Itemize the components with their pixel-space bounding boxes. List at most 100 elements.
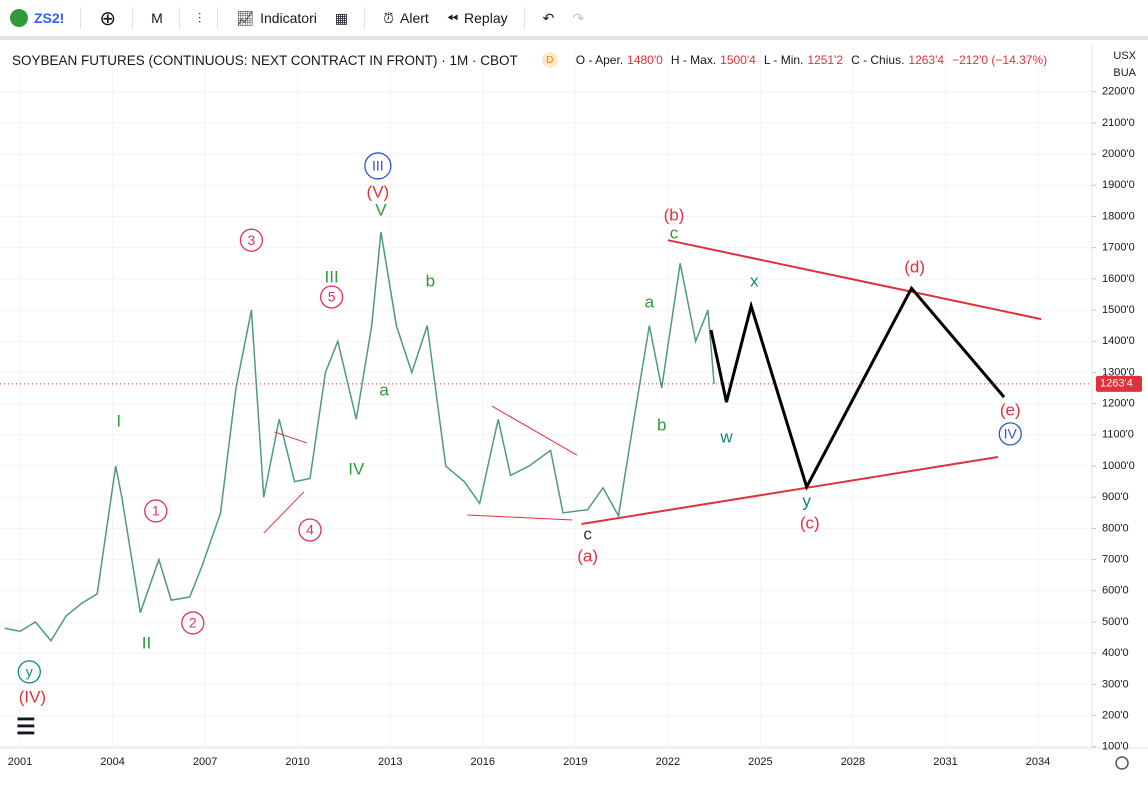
- y-tick-label: 400'0: [1102, 647, 1129, 659]
- wave-label: 4: [306, 522, 314, 538]
- wave-circle: [181, 611, 205, 635]
- last-price-label: 1263'4: [1100, 378, 1133, 390]
- wave-label: x: [750, 272, 759, 291]
- trendline: [263, 491, 305, 534]
- wave-label: III: [372, 158, 384, 174]
- symbol-text: ZS2!: [34, 10, 65, 26]
- wave-label: V: [375, 200, 387, 219]
- indicators-icon: 📈︎: [236, 9, 255, 26]
- wave-label: c: [670, 224, 679, 243]
- y-tick-label: 100'0: [1102, 741, 1129, 753]
- x-tick-label: 2019: [563, 756, 587, 768]
- open-value: 1480'0: [627, 53, 663, 67]
- y-tick-label: 800'0: [1102, 522, 1129, 534]
- y-tick-label: 1700'0: [1102, 242, 1135, 254]
- chart-title: SOYBEAN FUTURES (CONTINUOUS: NEXT CONTRA…: [12, 52, 518, 68]
- wave-label: y: [802, 491, 811, 510]
- y-tick-label: 1200'0: [1102, 398, 1135, 410]
- x-tick-label: 2007: [193, 756, 217, 768]
- y-tick-label: 900'0: [1102, 491, 1129, 503]
- interval[interactable]: M: [151, 10, 163, 26]
- wave-circle: [17, 660, 41, 684]
- wave-label: IV: [348, 460, 365, 479]
- wave-circle: [998, 422, 1022, 446]
- low-label: L - Min.: [763, 53, 804, 67]
- wave-label: (c): [800, 514, 820, 533]
- trendline: [274, 431, 308, 444]
- y-tick-label: 1600'0: [1102, 273, 1135, 285]
- wave-label: 1: [152, 503, 160, 519]
- y-tick-label: 2000'0: [1102, 148, 1135, 160]
- wave-label: (IV): [19, 687, 46, 706]
- x-tick-label: 2034: [1026, 756, 1050, 768]
- trendline: [667, 239, 1042, 321]
- wave-label: (a): [577, 546, 598, 565]
- wave-label: (V): [367, 183, 390, 202]
- last-price-box: [1096, 375, 1142, 392]
- price-axis-bg: [1092, 44, 1148, 787]
- x-tick-label: 2031: [933, 756, 957, 768]
- replay[interactable]: ⏪︎ Replay: [447, 10, 508, 27]
- x-tick-label: 2013: [378, 756, 402, 768]
- separator: [364, 7, 366, 29]
- y-tick-label: 2100'0: [1102, 117, 1135, 129]
- wave-circle: [144, 499, 168, 523]
- symbol-logo: [10, 9, 28, 27]
- tv-logo: ☰: [16, 714, 36, 739]
- delay-badge: D: [541, 52, 558, 68]
- chart-type[interactable]: ⫶: [197, 9, 202, 26]
- wave-label: (b): [664, 206, 685, 225]
- wave-circle: [364, 152, 392, 180]
- wave-label: I: [116, 412, 121, 431]
- wave-label: (d): [904, 258, 925, 277]
- y-tick-label: 200'0: [1102, 709, 1129, 721]
- currency[interactable]: USX: [1113, 50, 1136, 62]
- unit[interactable]: BUA: [1113, 67, 1136, 79]
- alert-icon: ⏰︎: [383, 9, 395, 26]
- x-tick-label: 2004: [100, 756, 124, 768]
- indicators[interactable]: 📈︎ Indicatori: [236, 10, 317, 27]
- y-tick-label: 1300'0: [1102, 366, 1135, 378]
- alert-text: Alert: [400, 10, 429, 26]
- wave-circle: [319, 285, 344, 309]
- wave-circle: [298, 518, 322, 542]
- y-tick-label: 700'0: [1102, 554, 1129, 566]
- high-label: H - Max.: [670, 53, 717, 67]
- currency-box: USX BUA: [1113, 48, 1136, 82]
- separator: [132, 7, 134, 29]
- indicators-text: Indicatori: [260, 10, 317, 26]
- symbol[interactable]: ZS2!: [10, 9, 64, 27]
- wave-label: b: [657, 416, 666, 435]
- price-line: [4, 231, 715, 642]
- separator: [80, 7, 82, 29]
- y-tick-label: 1800'0: [1102, 210, 1135, 222]
- x-tick-label: 2028: [841, 756, 865, 768]
- change-value: −212'0 (−14.37%): [952, 53, 1048, 67]
- y-tick-label: 1400'0: [1102, 335, 1135, 347]
- undo[interactable]: ↶: [542, 9, 555, 26]
- wave-label: y: [26, 664, 33, 680]
- alert[interactable]: ⏰︎ Alert: [383, 10, 429, 27]
- add-symbol[interactable]: ⊕: [99, 7, 117, 30]
- y-tick-label: 2200'0: [1102, 86, 1135, 98]
- high-value: 1500'4: [720, 53, 756, 67]
- close-value: 1263'4: [908, 53, 945, 67]
- x-tick-label: 2016: [471, 756, 495, 768]
- x-tick-label: 2010: [285, 756, 309, 768]
- wave-label: 2: [189, 615, 197, 631]
- redo[interactable]: ↷: [572, 9, 585, 26]
- y-tick-label: 500'0: [1102, 616, 1129, 628]
- x-tick-label: 2001: [8, 756, 32, 768]
- y-tick-label: 1900'0: [1102, 179, 1135, 191]
- legend: SOYBEAN FUTURES (CONTINUOUS: NEXT CONTRA…: [12, 52, 1051, 68]
- replay-icon: ⏪︎: [446, 9, 459, 26]
- wave-label: a: [379, 380, 389, 399]
- templates[interactable]: ▦: [334, 9, 349, 26]
- trendline: [491, 405, 578, 456]
- separator: [523, 7, 525, 29]
- y-tick-label: 1100'0: [1102, 429, 1134, 441]
- separator: [217, 7, 219, 29]
- y-tick-label: 1000'0: [1102, 460, 1135, 472]
